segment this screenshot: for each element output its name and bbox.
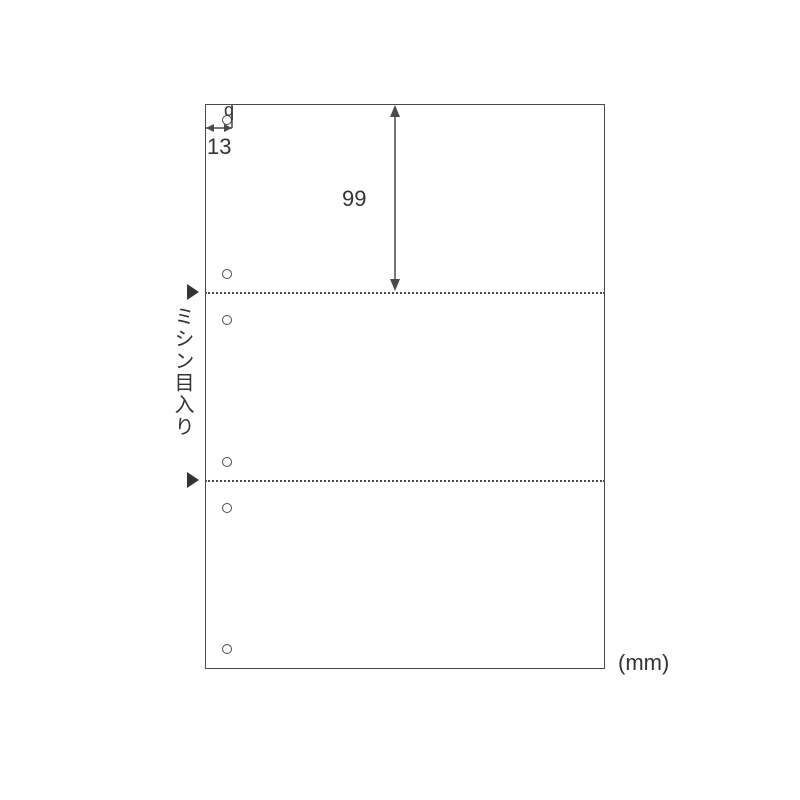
- perforation-label-text: ミシン目入り: [168, 306, 197, 438]
- perf-pointer-1: [187, 284, 199, 305]
- dim-section-height-arrow: [0, 0, 800, 800]
- unit-label: (mm): [618, 650, 669, 676]
- dim-section-height-value: 99: [342, 186, 366, 212]
- perforation-label: ミシン目入り: [168, 306, 197, 438]
- perf-pointer-2: [187, 472, 199, 493]
